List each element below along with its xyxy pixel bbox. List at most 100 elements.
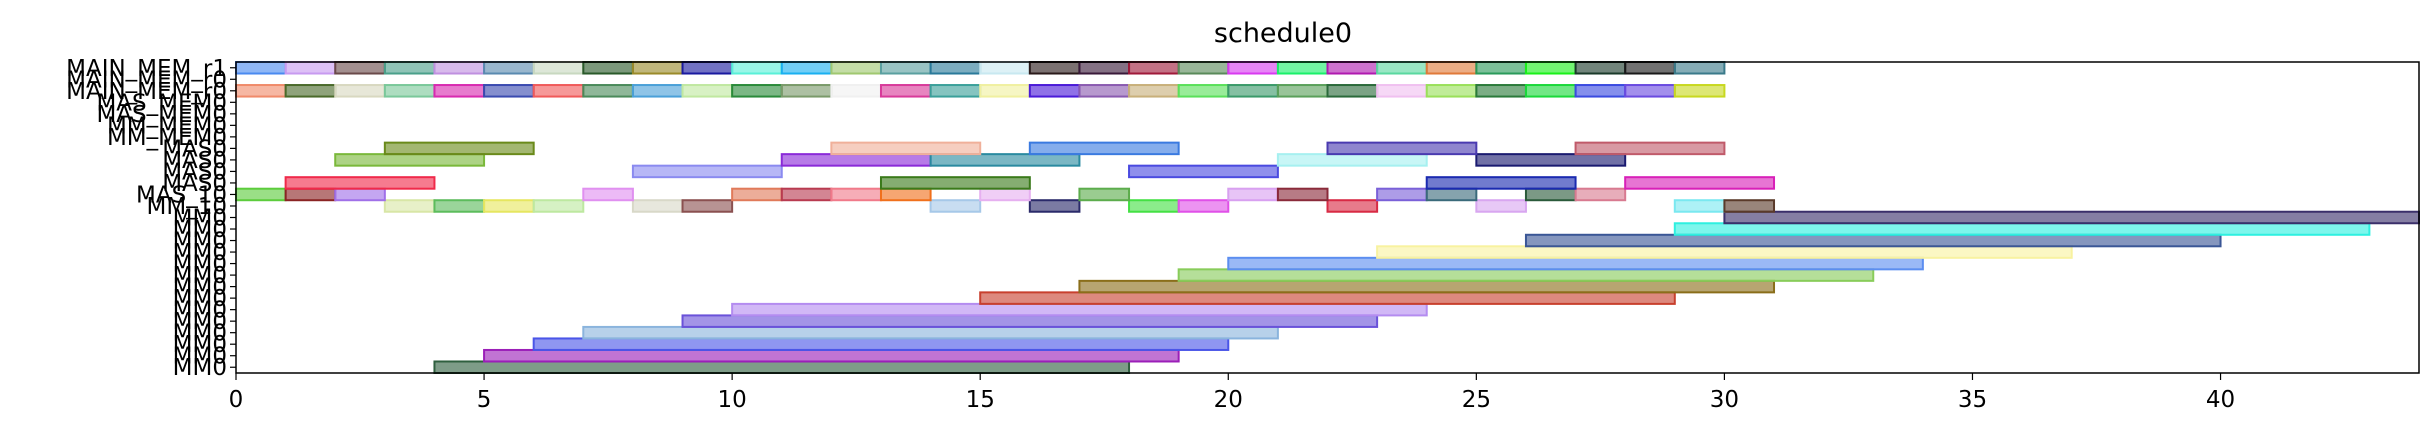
task-bar [1376, 61, 1428, 75]
task-bar [879, 84, 932, 98]
task-bar [731, 61, 783, 75]
y-tick-label: MM0 [173, 217, 227, 243]
task-bar [1524, 84, 1577, 98]
task-bar [929, 153, 1081, 167]
task-bar [1326, 84, 1379, 98]
task-bar [1177, 61, 1230, 75]
task-bar [631, 199, 684, 213]
task-bar [1128, 199, 1180, 213]
y-tick-label: MM_MEM0 [107, 125, 227, 151]
task-bar [532, 199, 585, 213]
task-bar [483, 84, 535, 98]
task-bar [1376, 187, 1428, 202]
bars-layer [235, 61, 2420, 374]
task-bar [780, 187, 833, 202]
task-bar [731, 187, 783, 202]
y-tick-label: MAS_MEM0 [96, 102, 227, 128]
y-tick-label: MM0 [173, 263, 227, 289]
task-bar [830, 141, 982, 156]
y-axis: MM0MM0MM0MM0MM0MM0MM0MM0MM0MM0MM0MM0MM0M… [66, 56, 236, 381]
task-bar [1028, 141, 1180, 156]
task-bar [235, 84, 287, 98]
task-bar [830, 61, 882, 75]
task-bar [681, 314, 1379, 328]
task-bar [1128, 164, 1279, 179]
task-bar [1276, 84, 1329, 98]
task-bar [1574, 61, 1627, 75]
task-bar [979, 61, 1031, 75]
task-bar [1524, 187, 1577, 202]
task-bar [681, 84, 734, 98]
y-tick-label: MM0 [173, 240, 227, 266]
task-bar [1425, 187, 1478, 202]
task-bar [1128, 61, 1180, 75]
task-bar [433, 61, 486, 75]
task-bar [433, 84, 486, 98]
task-bar [1425, 84, 1478, 98]
task-bar [383, 61, 436, 75]
task-bar [1028, 199, 1081, 213]
y-tick-label: MAS0 [162, 136, 227, 162]
task-bar [532, 61, 585, 75]
task-bar [681, 199, 734, 213]
task-bar [334, 84, 386, 98]
task-bar [1475, 84, 1527, 98]
y-tick-label: MAS0 [162, 159, 227, 185]
task-bar [284, 61, 337, 75]
task-bar [1227, 256, 1924, 271]
task-bar [1078, 279, 1776, 294]
y-tick-label: MAS_10 [136, 182, 227, 208]
task-bar [830, 84, 882, 98]
task-bar [979, 84, 1031, 98]
y-tick-label: MM0 [173, 229, 227, 255]
y-tick-label: MM0 [173, 309, 227, 335]
task-bar [582, 187, 634, 202]
y-tick-label: MM0 [173, 275, 227, 301]
y-tick-label: MAIN_MEM_r0 [66, 79, 227, 105]
task-bar [929, 199, 982, 213]
task-bar [631, 84, 684, 98]
task-bar [879, 61, 932, 75]
plot-frame [235, 61, 2420, 374]
y-tick-label: MAS0 [162, 148, 227, 174]
y-tick-label: MM0 [173, 252, 227, 278]
task-bar [433, 360, 1131, 374]
task-bar [1128, 84, 1180, 98]
task-bar [681, 61, 734, 75]
task-bar [1673, 222, 2371, 236]
task-bar [631, 61, 684, 75]
task-bar [1475, 199, 1527, 213]
task-bar [284, 176, 436, 190]
task-bar [383, 84, 436, 98]
task-bar [1574, 141, 1726, 156]
x-axis: 0 5 10 15 20 25 30 35 40 [229, 373, 2235, 413]
task-bar [284, 187, 337, 202]
y-tick-label: MM0 [173, 355, 227, 381]
task-bar [1475, 61, 1527, 75]
task-bar [284, 84, 337, 98]
task-bar [1078, 187, 1131, 202]
x-tick-label: 10 [717, 387, 746, 413]
task-bar [1326, 199, 1379, 213]
task-bar [1425, 61, 1478, 75]
task-bar [334, 61, 386, 75]
x-tick-label: 40 [2206, 387, 2235, 413]
task-bar [1425, 176, 1577, 190]
y-tick-label: MM0 [173, 286, 227, 312]
task-bar [1177, 84, 1230, 98]
task-bar [1376, 84, 1428, 98]
task-bar [1673, 61, 1726, 75]
x-tick-label: 20 [1214, 387, 1243, 413]
chart-title: schedule0 [1214, 18, 1352, 49]
task-bar [433, 199, 486, 213]
task-bar [235, 187, 287, 202]
task-bar [631, 164, 783, 179]
task-bar [1227, 187, 1279, 202]
task-bar [1524, 61, 1577, 75]
task-bar [483, 348, 1180, 363]
y-tick-label: MM_MEM0 [107, 113, 227, 139]
task-bar [1624, 84, 1676, 98]
task-bar [780, 61, 833, 75]
task-bar [532, 84, 585, 98]
task-bar [929, 61, 982, 75]
